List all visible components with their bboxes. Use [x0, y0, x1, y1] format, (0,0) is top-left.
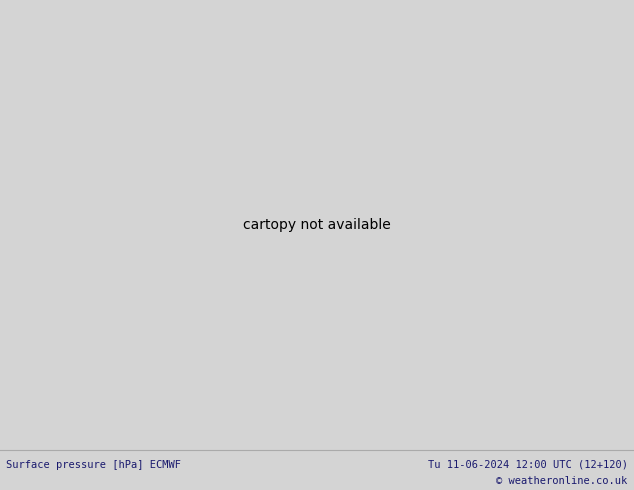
Text: Surface pressure [hPa] ECMWF: Surface pressure [hPa] ECMWF	[6, 460, 181, 470]
Text: cartopy not available: cartopy not available	[243, 218, 391, 232]
Text: © weatheronline.co.uk: © weatheronline.co.uk	[496, 476, 628, 486]
Text: Tu 11-06-2024 12:00 UTC (12+120): Tu 11-06-2024 12:00 UTC (12+120)	[428, 460, 628, 470]
